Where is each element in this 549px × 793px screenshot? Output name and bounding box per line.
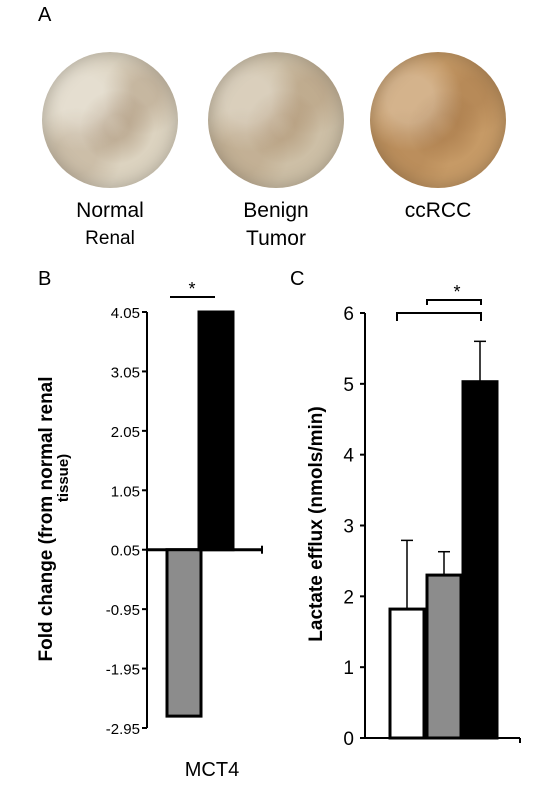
tissue-label-ccrcc: ccRCC — [388, 197, 488, 225]
y-axis-label-c: Lactate efflux (nmols/min) — [306, 406, 327, 641]
y-tick-label-c: 5 — [343, 375, 354, 396]
y-tick-label-b: -1.95 — [106, 662, 140, 679]
y-tick-label-c: 3 — [343, 517, 354, 538]
y-tick-label-b: -2.95 — [106, 721, 140, 738]
y-tick-label-b: 0.05 — [111, 543, 140, 560]
y-tick-label-b: 3.05 — [111, 364, 140, 381]
y-tick-label-c: 2 — [343, 587, 354, 608]
chart-b: Fold change (from normal renal tissue) M… — [36, 279, 263, 781]
y-axis-label-b: Fold change (from normal renal — [36, 376, 57, 661]
tissue-label-benign-tumor: Benign Tumor — [226, 197, 326, 253]
y-tick-label-c: 4 — [343, 446, 354, 467]
panel-b-letter: B — [38, 268, 52, 290]
bar-b-1 — [197, 310, 235, 552]
panel-a-letter: A — [38, 4, 52, 26]
y-tick-label-c: 1 — [343, 658, 354, 679]
x-axis-label-b: MCT4 — [185, 759, 239, 781]
bar-c-1 — [425, 573, 463, 740]
y-tick-label-b: 1.05 — [111, 483, 140, 500]
bar-c-2 — [461, 380, 499, 740]
bar-c-0 — [388, 607, 426, 740]
tissue-label-line2: Renal — [85, 228, 135, 249]
tissue-image-ccrcc — [370, 52, 506, 188]
y-tick-label-b: -0.95 — [106, 602, 140, 619]
significance-bracket-c-inner — [426, 299, 482, 305]
tissue-label-normal-renal: Normal Renal — [60, 197, 160, 253]
chart-c: Lactate efflux (nmols/min) 0 1 2 3 4 5 6 * — [306, 282, 521, 750]
y-tick-label-c: 6 — [343, 304, 354, 325]
panel-c-letter: C — [290, 268, 305, 290]
tissue-label-line1: Benign — [243, 199, 309, 222]
bar-b-0 — [165, 548, 203, 718]
y-tick-label-c: 0 — [343, 729, 354, 750]
tissue-image-normal-renal — [42, 52, 178, 188]
y-tick-label-b: 4.05 — [111, 305, 140, 322]
significance-star-b: * — [188, 279, 195, 299]
y-tick-label-b: 2.05 — [111, 424, 140, 441]
y-axis-label-b-line2: tissue) — [55, 454, 72, 502]
tissue-label-line2: Tumor — [246, 227, 306, 250]
significance-bracket-c-outer — [396, 312, 482, 321]
significance-star-c: * — [453, 282, 460, 302]
tissue-image-benign-tumor — [208, 52, 344, 188]
tissue-label-line1: ccRCC — [404, 199, 472, 222]
tissue-label-line1: Normal — [76, 199, 144, 222]
